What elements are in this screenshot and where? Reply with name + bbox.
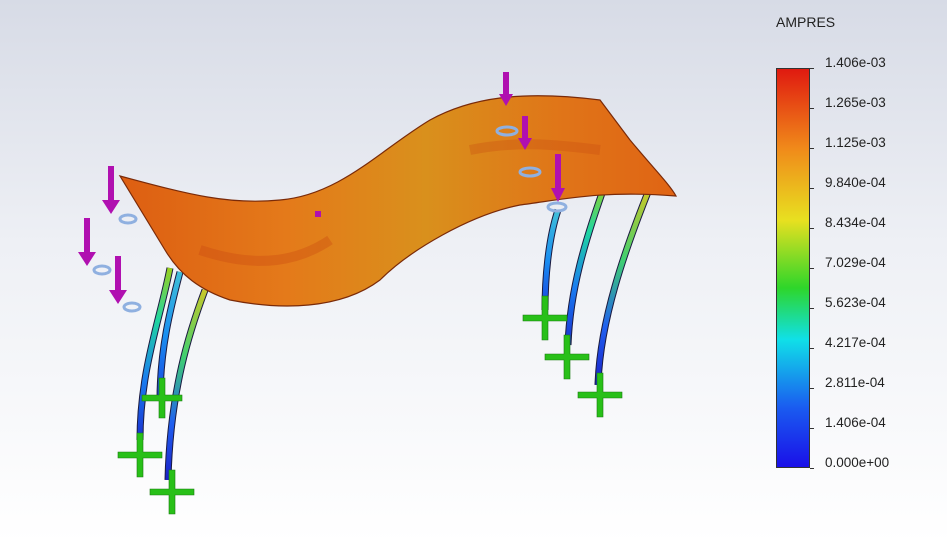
fixed-geometry-icon bbox=[577, 372, 623, 418]
legend-tick-label: 5.623e-04 bbox=[825, 295, 886, 310]
load-arrow-icon bbox=[518, 116, 532, 150]
legend-tick-mark bbox=[810, 388, 814, 389]
legend-tick-label: 1.265e-03 bbox=[825, 95, 886, 110]
right-legs bbox=[541, 180, 652, 386]
legend-tick-mark bbox=[810, 468, 814, 469]
left-legs bbox=[136, 267, 209, 481]
legend-tick-mark bbox=[810, 348, 814, 349]
load-arrow-icon bbox=[109, 256, 127, 304]
load-connectors bbox=[92, 125, 568, 313]
legend-tick-mark bbox=[810, 68, 814, 69]
legend-tick-label: 0.000e+00 bbox=[825, 455, 890, 470]
load-arrow-icon bbox=[78, 218, 96, 266]
legend-tick-mark bbox=[810, 228, 814, 229]
legend-tick-mark bbox=[810, 108, 814, 109]
legend-tick-mark bbox=[810, 188, 814, 189]
fixed-geometry-icon bbox=[544, 334, 590, 380]
load-arrow-icon bbox=[499, 72, 513, 106]
legend-tick-mark bbox=[810, 148, 814, 149]
legend-tick-mark bbox=[810, 308, 814, 309]
legend-tick-label: 7.029e-04 bbox=[825, 255, 886, 270]
legend-tick-label: 2.811e-04 bbox=[825, 375, 885, 390]
load-arrow-icon bbox=[102, 166, 120, 214]
legend-tick-mark bbox=[810, 268, 814, 269]
fixed-geometry-icon bbox=[522, 295, 568, 341]
fixed-geometry-icon bbox=[149, 469, 195, 515]
load-arrows bbox=[78, 72, 565, 304]
legend-tick-label: 1.125e-03 bbox=[825, 135, 886, 150]
legend-tick-mark bbox=[810, 428, 814, 429]
legend-tick-label: 4.217e-04 bbox=[825, 335, 886, 350]
legend-tick-label: 1.406e-04 bbox=[825, 415, 886, 430]
fixtures bbox=[117, 295, 623, 515]
fixed-geometry-icon bbox=[141, 377, 183, 419]
color-scale-bar bbox=[776, 68, 810, 468]
sheet-surface[interactable] bbox=[118, 95, 678, 307]
load-arrow-icon bbox=[551, 154, 565, 202]
fixed-geometry-icon bbox=[117, 432, 163, 478]
legend-title: AMPRES bbox=[776, 14, 836, 30]
legend-tick-label: 1.406e-03 bbox=[825, 55, 886, 70]
legend-tick-label: 9.840e-04 bbox=[825, 175, 886, 190]
legend-tick-label: 8.434e-04 bbox=[825, 215, 886, 230]
